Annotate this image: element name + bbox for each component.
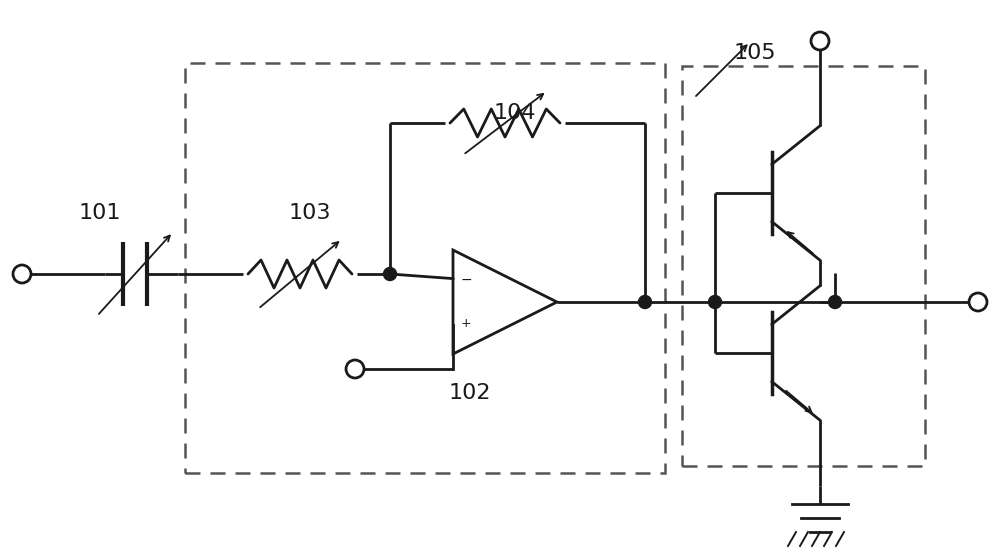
Circle shape: [708, 295, 722, 309]
Text: 101: 101: [79, 203, 121, 223]
Circle shape: [639, 295, 652, 309]
Text: 105: 105: [734, 43, 776, 63]
Circle shape: [828, 295, 842, 309]
Circle shape: [811, 32, 829, 50]
Text: 104: 104: [494, 103, 536, 123]
Circle shape: [969, 293, 987, 311]
Circle shape: [346, 360, 364, 378]
Text: −: −: [460, 273, 472, 287]
Circle shape: [384, 267, 396, 281]
Circle shape: [13, 265, 31, 283]
Text: 102: 102: [449, 383, 491, 403]
Text: +: +: [461, 317, 471, 330]
Text: 103: 103: [289, 203, 331, 223]
